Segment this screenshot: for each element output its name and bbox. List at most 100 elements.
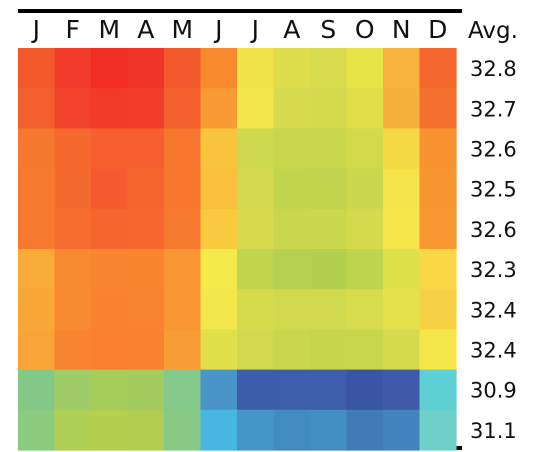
heatmap-cell [310,88,348,129]
heatmap-cell [273,88,311,129]
heatmap-cell [419,289,457,330]
heatmap-cell [164,409,202,451]
heatmap-cell [18,208,56,250]
heatmap-cell [91,289,129,330]
heatmap-cell [127,168,165,210]
heatmap-cell [164,88,202,129]
month-label: A [137,15,154,44]
heatmap-cell [310,249,348,290]
heatmap-cell [18,289,56,330]
row-average-label: 32.6 [470,138,517,162]
heatmap-cell [54,208,92,250]
heatmap-cell [346,48,384,89]
heatmap-cell [383,409,421,451]
heatmap-cell [164,289,202,330]
heatmap-cell [54,329,92,371]
month-label: J [31,15,40,44]
heatmap-cell [310,128,348,170]
heatmap-cell [273,369,311,411]
heatmap-cell [127,409,165,451]
row-average-label: 31.1 [470,419,517,443]
heatmap-cell [273,168,311,210]
heatmap-cell [200,88,238,129]
heatmap-cell [164,48,202,89]
row-average-label: 32.4 [470,298,517,322]
heatmap-cell [237,88,275,129]
heatmap-cell [91,88,129,129]
heatmap-cell [419,369,457,411]
heatmap-cell [310,409,348,451]
heatmap-cell [310,329,348,371]
heatmap-cell [54,369,92,411]
heatmap-cell [383,249,421,290]
heatmap-cell [346,168,384,210]
heatmap-cell [127,208,165,250]
heatmap-cell [346,289,384,330]
row-average-label: 32.8 [470,57,517,81]
heatmap-cell [54,168,92,210]
month-label: M [171,15,193,44]
row-average-label: 32.6 [470,218,517,242]
heatmap-cell [54,249,92,290]
heatmap-cell [346,249,384,290]
row-average-label: 30.9 [470,379,517,403]
heatmap-cell [200,409,238,451]
month-label: M [98,15,120,44]
month-label: S [320,15,336,44]
heatmap-cell [419,88,457,129]
heatmap-cell [200,168,238,210]
heatmap-cell [383,369,421,411]
heatmap-cell [419,48,457,89]
heatmap-cell [91,249,129,290]
heatmap-cell [419,409,457,451]
heatmap-cell [273,289,311,330]
heatmap-cell [127,48,165,89]
heatmap-cell [54,48,92,89]
heatmap-cell [346,88,384,129]
heatmap-cell [91,48,129,89]
heatmap-cell [54,128,92,170]
heatmap-cell [91,168,129,210]
heatmap-cell [127,369,165,411]
heatmap-cell [164,168,202,210]
heatmap-cell [54,88,92,129]
heatmap-cell [310,48,348,89]
heatmap-cell [273,409,311,451]
heatmap-cell [54,409,92,451]
heatmap-cell [164,369,202,411]
heatmap-cell [310,168,348,210]
row-average-label: 32.7 [470,97,517,121]
heatmap-cell [237,48,275,89]
heatmap-cell [237,409,275,451]
heatmap-cell [18,409,56,451]
heatmap-cell [273,208,311,250]
heatmap-cell [200,48,238,89]
heatmap-cell [383,329,421,371]
heatmap-cell [164,329,202,371]
heatmap-cell [127,289,165,330]
month-label: O [355,15,375,44]
heatmap-cell [310,369,348,411]
heatmap-cell [419,329,457,371]
heatmap-cell [237,249,275,290]
heatmap-cell [383,289,421,330]
row-average-labels: 32.8 32.7 32.6 32.5 32.6 32.3 32.4 32.4 30.9 31.1 [470,57,517,443]
heatmap-cell [91,128,129,170]
heatmap-cell [18,128,56,170]
heatmap-cell [91,329,129,371]
heatmap-cell [383,208,421,250]
heatmap-cell [127,88,165,129]
heatmap-cell [164,128,202,170]
heatmap-cell [419,168,457,210]
heatmap-cell [91,369,129,411]
heatmap-cell [419,249,457,290]
heatmap-cell [18,168,56,210]
heatmap-cell [383,168,421,210]
heatmap-cell [127,249,165,290]
heatmap-cell [237,128,275,170]
heatmap-cell [54,289,92,330]
heatmap-cells [18,48,457,451]
heatmap-cell [200,208,238,250]
heatmap-cell [273,48,311,89]
